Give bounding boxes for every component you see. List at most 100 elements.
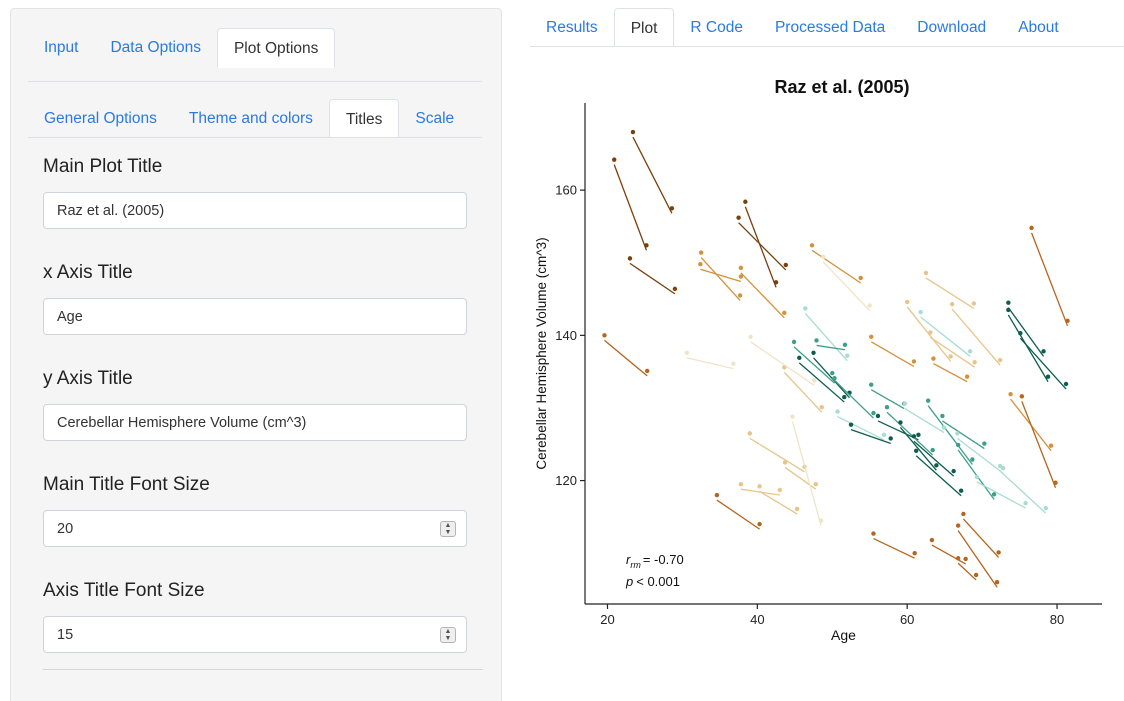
data-point xyxy=(812,378,817,383)
axis-ticks: 20 40 60 80 120 140 160 xyxy=(555,183,1064,627)
subject-series xyxy=(904,299,953,362)
data-point xyxy=(913,448,919,453)
tab-general-options[interactable]: General Options xyxy=(44,110,157,127)
axis-title-font-size-input[interactable]: 15 ▲ ▼ xyxy=(43,616,467,653)
axis-title-font-size-value: 15 xyxy=(57,626,74,643)
subject-fit-line xyxy=(877,420,919,441)
tab-input[interactable]: Input xyxy=(44,39,79,56)
subject-series xyxy=(757,484,800,515)
data-point xyxy=(1043,505,1049,511)
data-point xyxy=(963,556,968,562)
subject-series xyxy=(748,334,817,386)
subject-fit-line xyxy=(613,164,648,251)
data-point xyxy=(797,355,802,361)
subject-fit-line xyxy=(759,490,798,515)
subject-fit-line xyxy=(873,537,915,559)
subject-series xyxy=(955,442,997,500)
tab-results[interactable]: Results xyxy=(546,19,598,36)
subject-series xyxy=(931,356,970,383)
data-point xyxy=(842,342,848,347)
main-title-font-size-label: Main Title Font Size xyxy=(43,474,210,495)
data-point xyxy=(925,398,931,403)
data-point xyxy=(842,394,847,400)
tab-r-code[interactable]: R Code xyxy=(690,19,743,36)
data-point xyxy=(819,405,824,410)
data-point xyxy=(912,550,917,556)
data-point xyxy=(971,301,977,306)
subject-series xyxy=(736,215,789,271)
subject-fit-line xyxy=(899,427,937,471)
subject-fit-line xyxy=(793,346,835,384)
tab-data-options[interactable]: Data Options xyxy=(110,39,201,56)
tab-about[interactable]: About xyxy=(1018,19,1059,36)
data-point xyxy=(811,350,816,355)
subject-series xyxy=(612,157,649,251)
data-point xyxy=(743,199,748,204)
number-spinner-icon[interactable]: ▲ ▼ xyxy=(440,521,456,537)
subject-series xyxy=(1008,391,1054,452)
subject-fit-line xyxy=(1030,232,1069,327)
sub-tab-divider xyxy=(28,137,482,138)
tab-theme-and-colors[interactable]: Theme and colors xyxy=(188,110,313,127)
data-point xyxy=(884,405,890,410)
data-point xyxy=(948,354,953,359)
data-point xyxy=(911,434,917,439)
data-point xyxy=(955,431,960,436)
subject-series xyxy=(830,370,876,419)
main-title-input[interactable]: Raz et al. (2005) xyxy=(43,192,467,229)
data-point xyxy=(996,550,1001,555)
subject-fit-line xyxy=(750,341,815,386)
subject-series xyxy=(747,431,807,473)
data-point xyxy=(871,531,876,536)
subject-fit-line xyxy=(931,544,966,565)
data-point xyxy=(871,410,876,416)
subject-fit-line xyxy=(822,261,871,312)
tab-download[interactable]: Download xyxy=(917,19,987,36)
x-axis-title-input[interactable]: Age xyxy=(43,298,467,335)
subject-series xyxy=(630,129,675,214)
data-point xyxy=(955,556,961,561)
subject-series xyxy=(955,556,979,581)
subject-fit-line xyxy=(870,341,915,368)
data-point xyxy=(736,215,741,220)
data-point xyxy=(888,436,893,441)
data-point xyxy=(783,262,789,268)
main-tab-divider xyxy=(28,81,482,82)
data-point xyxy=(881,432,887,438)
subject-fit-line xyxy=(804,313,848,362)
data-point xyxy=(958,488,964,493)
tab-processed-data[interactable]: Processed Data xyxy=(774,19,886,36)
subject-series xyxy=(1006,300,1046,357)
data-point xyxy=(757,484,762,489)
subject-fit-line xyxy=(738,222,787,271)
tab-plot[interactable]: Plot xyxy=(613,8,675,47)
data-point xyxy=(738,265,744,271)
number-spinner-icon[interactable]: ▲ ▼ xyxy=(440,627,456,643)
tab-titles[interactable]: Titles xyxy=(328,99,400,138)
subject-fit-line xyxy=(925,277,975,309)
data-point xyxy=(1019,394,1025,399)
subject-series xyxy=(884,405,935,456)
subject-fit-line xyxy=(740,272,785,319)
tab-plot-options[interactable]: Plot Options xyxy=(216,28,336,68)
subject-fit-line xyxy=(686,357,734,370)
subject-fit-line xyxy=(798,362,845,403)
y-axis-title-input[interactable]: Cerebellar Hemisphere Volume (cm^3) xyxy=(43,404,467,441)
subject-fit-line xyxy=(951,308,1001,366)
rrm-annotation: rrm = -0.70 xyxy=(626,552,684,570)
y-tick-label: 140 xyxy=(555,328,577,343)
x-axis-title-label: x Axis Title xyxy=(43,262,133,283)
data-point xyxy=(782,460,788,465)
data-point xyxy=(875,413,881,419)
x-tick-label: 60 xyxy=(900,612,914,627)
data-point xyxy=(941,425,947,430)
subject-fit-line xyxy=(956,437,1004,474)
tab-scale[interactable]: Scale xyxy=(415,110,455,127)
subject-fit-line xyxy=(930,336,975,368)
subject-fit-line xyxy=(933,363,968,383)
data-point xyxy=(627,256,633,261)
main-title-font-size-input[interactable]: 20 ▲ ▼ xyxy=(43,510,467,547)
axis-title-font-size-label: Axis Title Font Size xyxy=(43,580,205,601)
data-point xyxy=(1008,391,1013,397)
subject-series xyxy=(928,330,977,368)
